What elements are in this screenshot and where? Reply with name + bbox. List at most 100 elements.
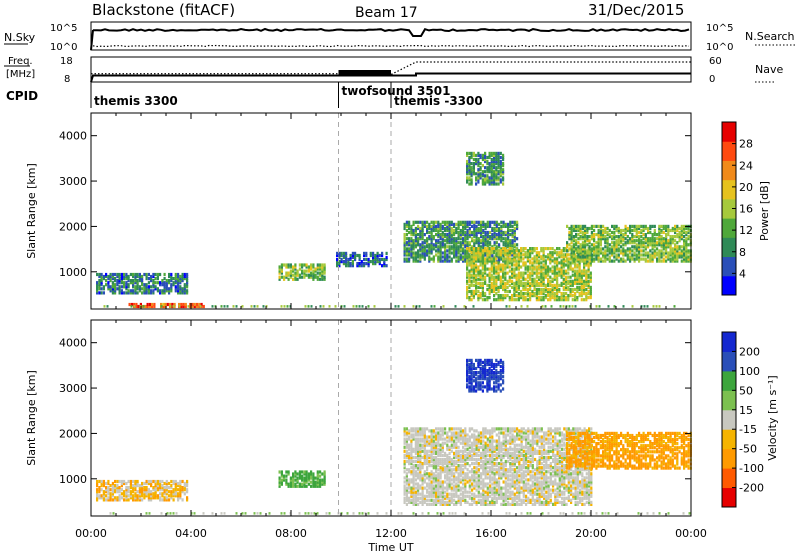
range-gate-cell — [593, 237, 596, 241]
range-gate-cell — [484, 222, 487, 226]
range-gate-cell — [606, 226, 609, 231]
range-gate-cell — [432, 435, 435, 439]
range-gate-cell — [472, 275, 475, 279]
range-gate-cell — [597, 224, 600, 228]
range-gate-cell — [486, 453, 489, 457]
range-gate-cell — [575, 255, 578, 259]
range-gate-cell — [466, 433, 469, 437]
range-gate-cell — [565, 271, 568, 275]
range-gate-cell — [674, 228, 677, 233]
range-gate-cell — [642, 241, 645, 245]
range-gate-cell — [671, 237, 674, 241]
range-gate-cell — [441, 433, 444, 437]
range-gate-cell — [513, 275, 516, 279]
range-gate-cell — [184, 304, 187, 309]
range-gate-cell — [504, 243, 507, 247]
range-gate-cell — [430, 247, 433, 251]
range-gate-cell — [588, 251, 591, 255]
range-gate-cell — [430, 449, 433, 453]
range-gate-cell — [685, 226, 688, 231]
range-gate-cell — [583, 253, 586, 257]
range-gate-cell — [513, 259, 516, 263]
range-gate-cell — [556, 273, 559, 277]
range-gate-cell — [629, 255, 632, 259]
range-gate-cell — [462, 243, 465, 247]
range-gate-cell — [542, 273, 545, 277]
range-gate-cell — [491, 439, 494, 443]
range-gate-cell — [152, 274, 155, 279]
range-gate-cell — [669, 235, 672, 239]
range-gate-cell — [437, 431, 440, 435]
range-gate-cell — [437, 488, 440, 492]
range-gate-cell — [455, 490, 458, 494]
range-gate-cell — [580, 269, 583, 273]
range-gate-cell — [631, 239, 634, 243]
range-gate-cell — [147, 287, 150, 291]
range-gate-cell — [643, 305, 646, 308]
range-gate-cell — [172, 277, 175, 281]
range-gate-cell — [444, 500, 447, 504]
range-gate-cell — [358, 257, 361, 262]
range-gate-cell — [602, 259, 605, 263]
range-gate-cell — [481, 155, 484, 160]
range-gate-cell — [462, 464, 465, 468]
range-gate-cell — [635, 253, 638, 257]
range-gate-cell — [580, 275, 583, 279]
range-gate-cell — [526, 251, 529, 255]
range-gate-cell — [624, 253, 627, 257]
range-gate-cell — [560, 298, 563, 302]
range-gate-cell — [497, 178, 500, 182]
range-gate-cell — [323, 476, 326, 480]
range-gate-cell — [145, 494, 148, 498]
range-gate-cell — [678, 255, 681, 259]
range-gate-cell — [423, 220, 426, 224]
range-gate-cell — [511, 261, 514, 265]
range-gate-cell — [470, 257, 473, 261]
range-gate-cell — [181, 488, 184, 492]
range-gate-cell — [423, 478, 426, 482]
range-gate-cell — [484, 249, 487, 253]
range-gate-cell — [558, 287, 561, 292]
range-gate-cell — [504, 239, 507, 243]
range-gate-cell — [667, 228, 670, 233]
range-gate-cell — [511, 281, 514, 285]
range-gate-cell — [597, 243, 600, 247]
range-gate-cell — [307, 476, 310, 480]
range-gate-cell — [179, 277, 182, 281]
power-y-axis-label: Slant Range [km] — [25, 163, 38, 259]
range-gate-cell — [482, 220, 485, 224]
range-gate-cell — [488, 176, 491, 180]
range-gate-cell — [495, 222, 498, 226]
range-gate-cell — [597, 241, 600, 245]
range-gate-cell — [444, 247, 447, 251]
range-gate-cell — [403, 259, 406, 263]
range-gate-cell — [535, 261, 538, 265]
range-gate-cell — [568, 237, 571, 241]
range-gate-cell — [118, 488, 121, 492]
range-gate-cell — [253, 305, 256, 308]
range-gate-cell — [513, 220, 516, 224]
range-gate-cell — [419, 476, 422, 480]
range-gate-cell — [462, 241, 465, 245]
range-gate-cell — [611, 245, 614, 249]
range-gate-cell — [426, 435, 429, 439]
range-gate-cell — [466, 292, 469, 296]
range-gate-cell — [495, 159, 498, 164]
range-gate-cell — [459, 488, 462, 492]
range-gate-cell — [410, 449, 413, 453]
range-gate-cell — [453, 498, 456, 502]
range-gate-cell — [526, 249, 529, 253]
range-gate-cell — [513, 228, 516, 233]
range-gate-cell — [513, 255, 516, 259]
range-gate-cell — [437, 472, 440, 476]
range-gate-cell — [405, 480, 408, 484]
range-gate-cell — [417, 239, 420, 243]
range-gate-cell — [430, 498, 433, 502]
range-gate-cell — [466, 235, 469, 239]
range-gate-cell — [464, 224, 467, 228]
range-gate-cell — [504, 233, 507, 237]
range-gate-cell — [455, 433, 458, 437]
range-gate-cell — [638, 230, 641, 235]
range-gate-cell — [635, 255, 638, 259]
range-gate-cell — [529, 283, 532, 287]
